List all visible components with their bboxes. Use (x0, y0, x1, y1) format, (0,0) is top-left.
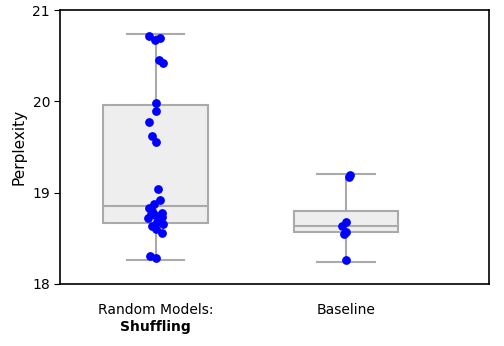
Point (158, 230, 166, 236)
Point (148, 208, 156, 213)
Point (156, 35, 164, 40)
Point (145, 33, 153, 39)
Text: Baseline: Baseline (317, 303, 375, 317)
Point (153, 219, 161, 225)
Point (345, 174, 353, 180)
Point (156, 197, 164, 203)
Point (155, 58, 163, 63)
Point (148, 224, 156, 229)
Point (146, 254, 154, 259)
Point (145, 215, 153, 221)
Point (154, 186, 162, 192)
Point (145, 205, 153, 211)
Point (152, 140, 160, 145)
Bar (103, 105, 208, 223)
Point (346, 173, 354, 178)
Point (159, 61, 167, 66)
Point (152, 108, 160, 113)
Point (342, 219, 350, 225)
Point (342, 257, 350, 263)
Point (150, 202, 158, 207)
Point (340, 231, 348, 236)
Bar (294, 211, 399, 232)
Point (152, 255, 160, 261)
Point (152, 226, 160, 232)
Point (342, 229, 350, 235)
Text: Shuffling: Shuffling (120, 320, 191, 334)
Point (151, 212, 159, 218)
Y-axis label: Perplexity: Perplexity (12, 109, 27, 185)
Point (158, 210, 166, 216)
Point (151, 37, 159, 42)
Point (152, 101, 160, 106)
Point (147, 211, 155, 216)
Point (145, 119, 153, 124)
Point (158, 222, 166, 227)
Point (338, 224, 346, 229)
Point (148, 133, 156, 139)
Point (158, 215, 166, 220)
Text: Random Models:: Random Models: (98, 303, 213, 317)
